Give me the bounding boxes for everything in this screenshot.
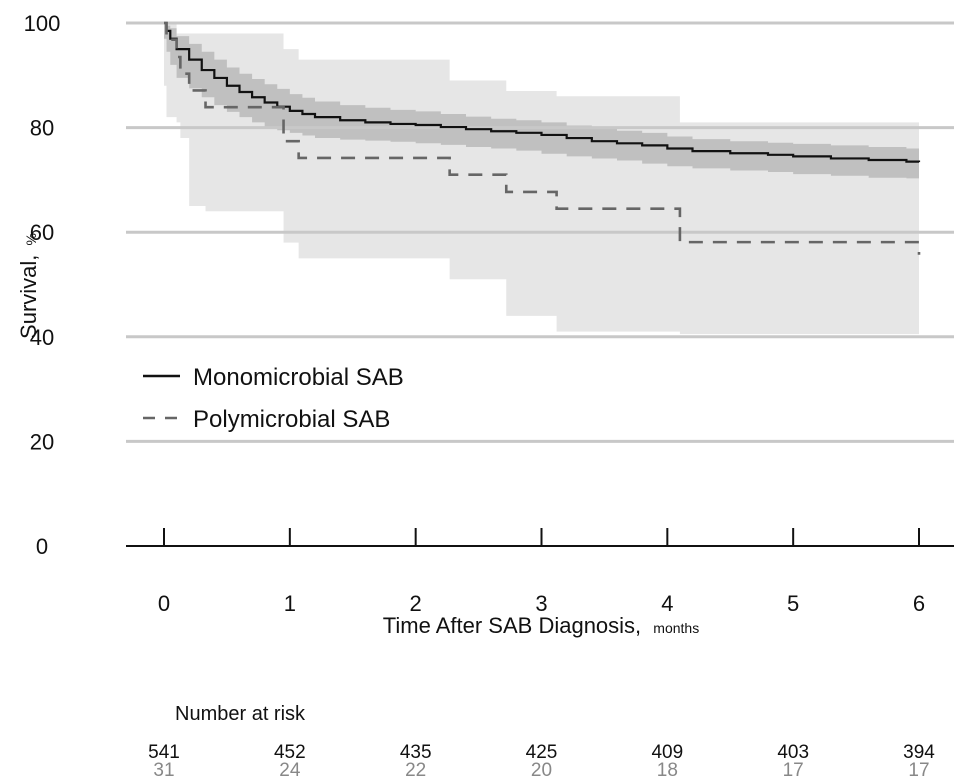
- y-tick-label-0: 0: [36, 534, 48, 559]
- risk-value-polymicrobial-3: 20: [531, 760, 552, 778]
- x-tick-label-1: 1: [284, 591, 296, 616]
- risk-value-monomicrobial-2: 435: [400, 742, 432, 763]
- x-tick-label-0: 0: [158, 591, 170, 616]
- x-tick-label-4: 4: [661, 591, 673, 616]
- risk-value-monomicrobial-1: 452: [274, 742, 306, 763]
- risk-value-monomicrobial-6: 394: [903, 742, 935, 763]
- survival-curves: [164, 21, 921, 255]
- confidence-bands: [164, 23, 919, 335]
- risk-value-polymicrobial-6: 17: [908, 760, 929, 778]
- risk-value-polymicrobial-2: 22: [405, 760, 426, 778]
- y-tick-label-40: 40: [30, 325, 54, 350]
- curve-monomicrobial: [164, 21, 921, 163]
- legend: Monomicrobial SAB Polymicrobial SAB: [143, 364, 404, 433]
- risk-value-polymicrobial-5: 17: [783, 760, 804, 778]
- risk-table-title: Number at risk: [175, 703, 306, 725]
- x-tick-label-2: 2: [410, 591, 422, 616]
- y-tick-label-100: 100: [24, 11, 61, 36]
- risk-value-monomicrobial-4: 409: [651, 742, 683, 763]
- risk-table: 541 452 435 425 409 403 394 31 24 22 20 18 17 17: [148, 742, 935, 778]
- y-axis-title-unit: %: [23, 233, 39, 245]
- curve-polymicrobial: [164, 21, 921, 255]
- risk-value-monomicrobial-5: 403: [777, 742, 809, 763]
- risk-value-polymicrobial-0: 31: [153, 760, 174, 778]
- legend-label-monomicrobial: Monomicrobial SAB: [193, 364, 404, 391]
- risk-value-polymicrobial-4: 18: [657, 760, 678, 778]
- y-tick-label-20: 20: [30, 429, 54, 454]
- x-axis-title-unit: months: [653, 620, 699, 636]
- tick-labels: 0 20 40 60 80 100 0 1 2 3 4 5 6: [24, 11, 925, 616]
- risk-value-polymicrobial-1: 24: [279, 760, 301, 778]
- risk-value-monomicrobial-3: 425: [526, 742, 558, 763]
- x-tick-label-5: 5: [787, 591, 799, 616]
- legend-label-polymicrobial: Polymicrobial SAB: [193, 406, 390, 433]
- ci-band-monomicrobial: [164, 23, 919, 179]
- gridlines: [126, 21, 954, 443]
- y-tick-label-80: 80: [30, 116, 54, 141]
- x-tick-label-6: 6: [913, 591, 925, 616]
- y-tick-label-60: 60: [30, 220, 54, 245]
- ci-band-polymicrobial: [164, 23, 919, 335]
- x-axis-title-main: Time After SAB Diagnosis,: [383, 613, 641, 638]
- risk-value-monomicrobial-0: 541: [148, 742, 180, 763]
- y-axis-title: Survival, %: [16, 233, 41, 339]
- y-axis-title-main: Survival,: [16, 255, 41, 339]
- x-axis-title: Time After SAB Diagnosis, months: [383, 613, 699, 638]
- x-tick-label-3: 3: [535, 591, 547, 616]
- x-axis: [126, 528, 954, 547]
